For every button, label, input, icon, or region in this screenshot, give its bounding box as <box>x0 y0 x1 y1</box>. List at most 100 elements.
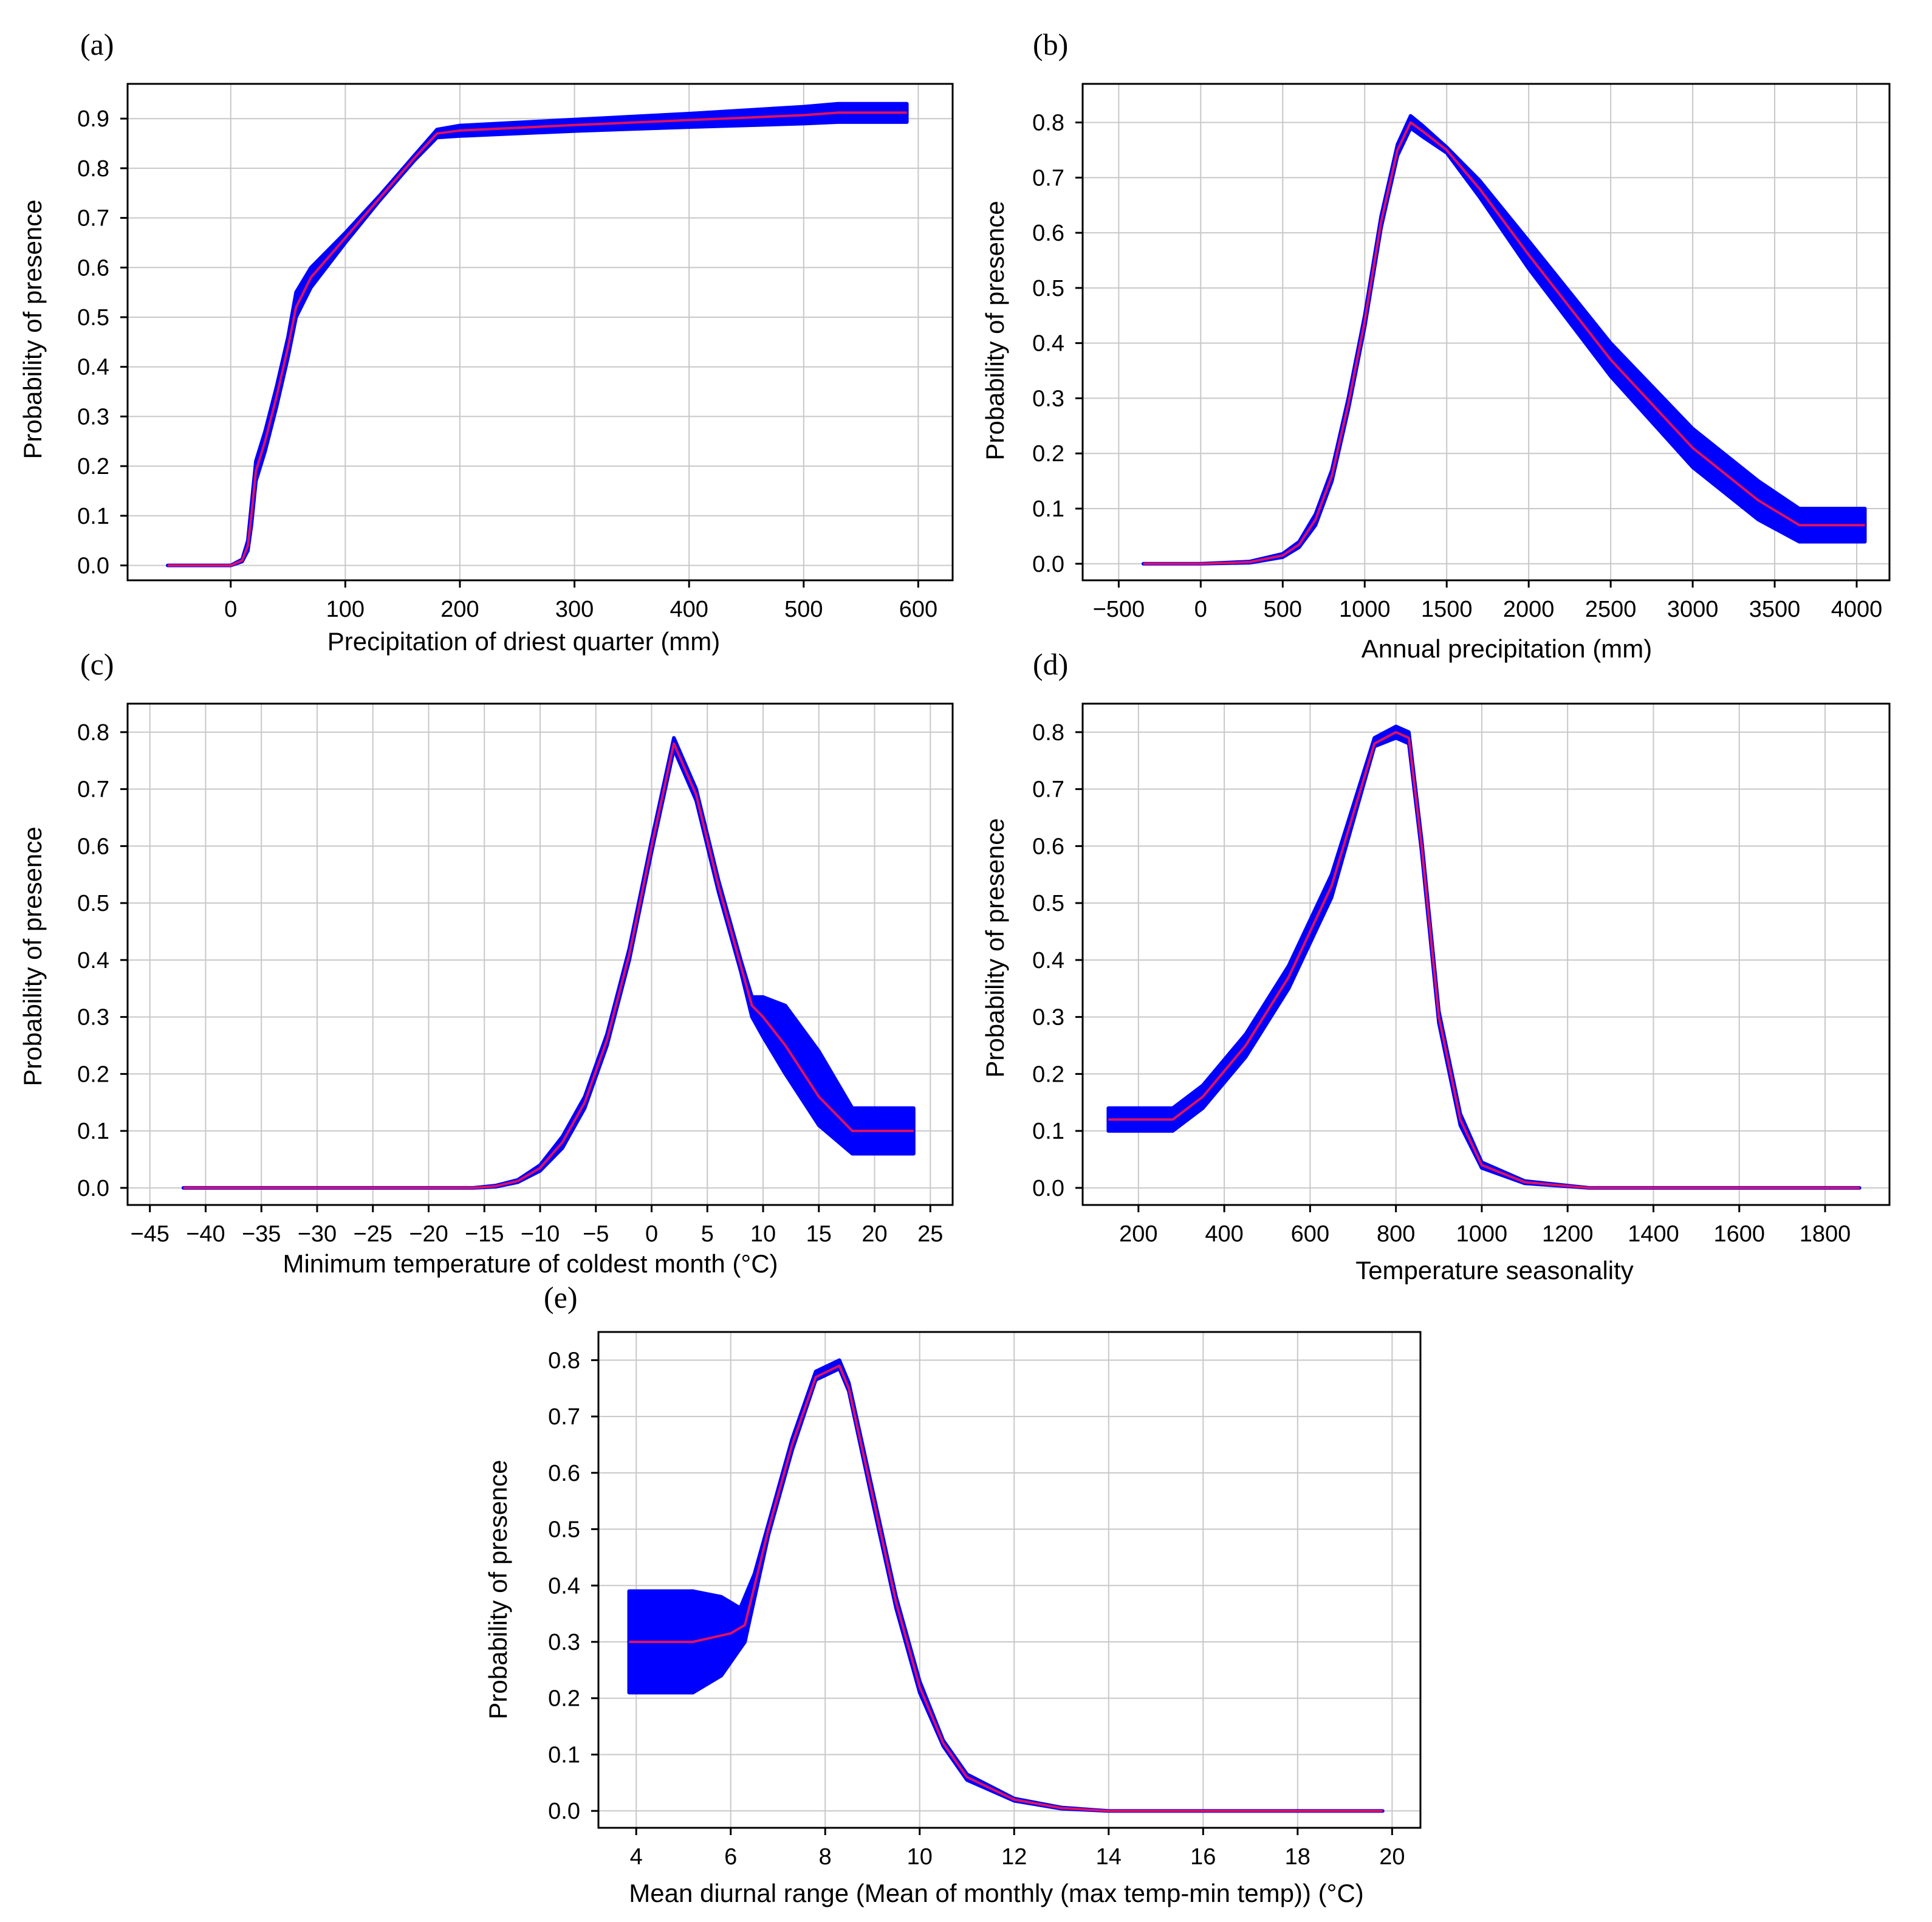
x-tick-label: 2500 <box>1585 597 1637 622</box>
panel-label: (d) <box>1033 647 1068 681</box>
x-tick-label: −40 <box>186 1221 225 1247</box>
y-tick-label: 0.4 <box>1032 331 1064 357</box>
panel-label: (c) <box>80 647 114 681</box>
x-axis-title: Annual precipitation (mm) <box>1362 634 1653 663</box>
plot-frame <box>126 83 954 582</box>
x-tick-label: 2000 <box>1503 597 1555 622</box>
mean-response-line <box>1143 121 1865 565</box>
y-tick-label: 0.2 <box>548 1686 580 1712</box>
y-axis-title: Probability of presence <box>981 818 1009 1077</box>
x-tick-label: 100 <box>326 597 365 622</box>
x-tick-label: 1000 <box>1339 597 1391 622</box>
x-tick-label: 25 <box>917 1221 943 1247</box>
plot-frame <box>597 1331 1422 1829</box>
y-tick-label: 0.0 <box>1032 552 1064 577</box>
y-tick-label: 0.0 <box>548 1799 580 1824</box>
x-tick-label: 300 <box>555 597 594 622</box>
x-tick-label: 14 <box>1096 1844 1122 1870</box>
y-tick-label: 0.7 <box>77 206 109 232</box>
y-tick-label: 0.9 <box>77 106 109 132</box>
y-tick-label: 0.1 <box>1032 496 1064 522</box>
x-tick-label: 16 <box>1190 1844 1216 1870</box>
x-tick-label: 600 <box>1291 1221 1329 1247</box>
x-tick-label: 600 <box>899 597 937 622</box>
x-tick-label: −25 <box>353 1221 392 1247</box>
x-tick-label: −45 <box>130 1221 169 1247</box>
y-tick-label: 0.4 <box>77 355 109 380</box>
x-tick-label: 400 <box>1205 1221 1243 1247</box>
mean-response-line <box>1108 730 1860 1189</box>
plot-area <box>1083 704 1889 1205</box>
y-tick-label: 0.3 <box>1032 1005 1064 1031</box>
x-tick-label: −500 <box>1093 597 1145 622</box>
plot-area <box>598 1332 1420 1828</box>
x-tick-label: −35 <box>242 1221 281 1247</box>
y-tick-label: 0.2 <box>1032 441 1064 467</box>
x-tick-label: 0 <box>224 597 237 622</box>
y-tick-label: 0.6 <box>1032 221 1064 246</box>
x-tick-label: 1200 <box>1542 1221 1594 1247</box>
y-tick-label: 0.3 <box>77 1005 109 1031</box>
x-tick-label: 1400 <box>1628 1221 1679 1247</box>
y-tick-label: 0.8 <box>77 720 109 746</box>
mean-response-line <box>629 1364 1383 1813</box>
y-tick-label: 0.6 <box>1032 834 1064 859</box>
x-tick-label: 20 <box>1379 1844 1405 1870</box>
y-axis-title: Probability of presence <box>18 826 47 1086</box>
y-tick-label: 0.7 <box>1032 165 1064 191</box>
x-tick-label: −10 <box>521 1221 560 1247</box>
y-tick-label: 0.5 <box>77 305 109 331</box>
x-tick-label: −30 <box>298 1221 337 1247</box>
x-tick-label: 3000 <box>1667 597 1719 622</box>
y-tick-label: 0.5 <box>548 1517 580 1543</box>
y-tick-label: 0.1 <box>77 504 109 529</box>
y-tick-label: 0.3 <box>548 1630 580 1655</box>
x-tick-label: −15 <box>465 1221 504 1247</box>
x-axis-title: Mean diurnal range (Mean of monthly (max… <box>629 1879 1364 1907</box>
chart-panel: 0 100 200 300 400 500 600 0.0 0.1 0.2 0.3 0.4 0.5 0.6… <box>18 27 954 656</box>
y-tick-label: 0.0 <box>77 1176 109 1201</box>
y-tick-label: 0.1 <box>1032 1119 1064 1144</box>
x-tick-label: 500 <box>1264 597 1302 622</box>
chart-panel: −500 0 500 1000 1500 2000 2500 3000 3500 4000 0.0 0… <box>981 27 1891 663</box>
x-tick-label: 15 <box>806 1221 832 1247</box>
x-tick-label: 3500 <box>1749 597 1801 622</box>
x-tick-label: 4 <box>630 1844 643 1870</box>
y-tick-label: 0.1 <box>548 1742 580 1768</box>
x-tick-label: 1800 <box>1800 1221 1851 1247</box>
x-tick-label: 4000 <box>1831 597 1883 622</box>
panel-label: (b) <box>1033 27 1068 61</box>
y-tick-label: 0.8 <box>548 1348 580 1373</box>
y-tick-label: 0.3 <box>1032 386 1064 411</box>
x-tick-label: 10 <box>750 1221 776 1247</box>
x-tick-label: 18 <box>1285 1844 1310 1870</box>
panel-label: (a) <box>80 27 114 61</box>
y-axis-title: Probability of presence <box>981 201 1009 460</box>
y-tick-label: 0.6 <box>548 1461 580 1486</box>
y-tick-label: 0.7 <box>77 777 109 803</box>
chart-panel: 4 6 8 10 12 14 16 18 20 0.0 0.1 0.2 0.3 0.4 0.5 0.6 0.7 0… <box>484 1280 1422 1907</box>
x-tick-label: 6 <box>724 1844 737 1870</box>
mean-response-line <box>168 111 907 567</box>
panels: 0 100 200 300 400 500 600 0.0 0.1 0.2 0.3 0.4 0.5 0.6… <box>18 27 1891 1907</box>
y-tick-label: 0.5 <box>1032 276 1064 301</box>
y-tick-label: 0.7 <box>1032 777 1064 803</box>
y-tick-label: 0.4 <box>548 1573 580 1599</box>
x-tick-label: −20 <box>409 1221 448 1247</box>
y-tick-label: 0.8 <box>1032 720 1064 746</box>
x-axis-title: Precipitation of driest quarter (mm) <box>327 627 721 656</box>
y-tick-label: 0.2 <box>1032 1062 1064 1087</box>
x-tick-label: 500 <box>784 597 823 622</box>
y-tick-label: 0.6 <box>77 255 109 281</box>
x-tick-label: −5 <box>583 1221 609 1247</box>
x-axis-title: Minimum temperature of coldest month (°C… <box>283 1249 778 1278</box>
y-tick-label: 0.5 <box>77 891 109 916</box>
y-axis-title: Probability of presence <box>18 199 47 459</box>
x-tick-label: 20 <box>862 1221 887 1247</box>
plot-frame <box>1081 83 1891 582</box>
plot-area <box>128 84 953 580</box>
x-tick-label: 200 <box>1119 1221 1157 1247</box>
x-tick-label: 800 <box>1377 1221 1415 1247</box>
mean-response-line <box>183 742 914 1189</box>
x-axis-title: Temperature seasonality <box>1355 1256 1634 1285</box>
